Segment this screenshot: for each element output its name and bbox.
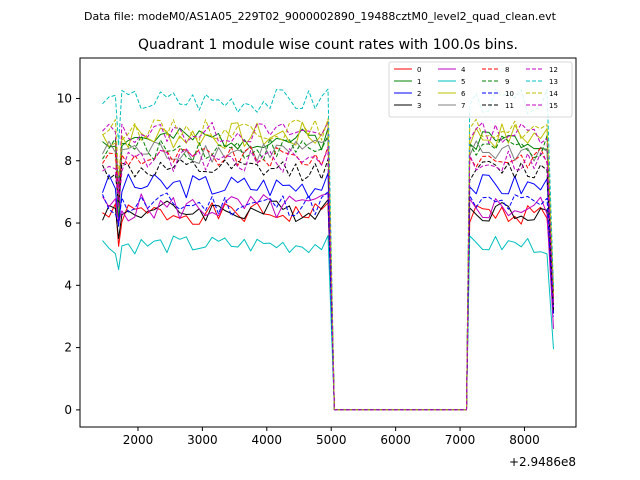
x-tick-label: 6000 [380,433,411,447]
chart-title: Quadrant 1 module wise count rates with … [138,37,518,53]
legend-label-10: 10 [505,90,514,98]
legend-label-7: 7 [461,102,465,110]
y-tick-label: 2 [64,341,72,355]
ticks-layer: 2000 3000 4000 5000 6000 7000 8000 0 2 4 6 8 10 [57,91,540,447]
y-tick-label: 6 [64,216,72,230]
x-offset-label: +2.9486e8 [509,455,576,469]
y-tick-label: 10 [57,91,72,105]
series-line-8 [102,146,554,411]
x-tick-label: 3000 [187,433,218,447]
series-layer [102,88,554,411]
legend-label-1: 1 [417,78,421,86]
series-line-5 [102,235,554,411]
series-line-15 [102,147,554,411]
data-file-header: Data file: modeM0/AS1A05_229T02_90000028… [84,10,557,23]
legend-label-0: 0 [417,66,421,74]
legend-label-15: 15 [549,102,558,110]
legend-label-4: 4 [461,66,466,74]
series-line-4 [102,193,554,411]
legend-label-8: 8 [505,66,509,74]
y-tick-label: 4 [64,278,72,292]
series-line-3 [102,199,554,411]
legend-label-12: 12 [549,66,558,74]
legend-label-14: 14 [549,90,558,98]
series-line-9 [102,135,554,411]
legend-box [388,61,573,118]
legend-label-11: 11 [505,102,514,110]
legend-label-3: 3 [417,102,421,110]
x-tick-label: 8000 [509,433,540,447]
legend-label-2: 2 [417,90,421,98]
series-line-6 [102,121,554,411]
y-tick-label: 8 [64,154,72,168]
y-tick-label: 0 [64,403,72,417]
series-line-10 [102,191,554,411]
legend-label-13: 13 [549,78,558,86]
x-tick-label: 4000 [252,433,283,447]
x-tick-label: 5000 [316,433,347,447]
legend-label-9: 9 [505,78,509,86]
x-tick-label: 7000 [445,433,476,447]
series-line-0 [102,202,554,411]
legend-label-6: 6 [461,90,466,98]
legend-label-5: 5 [461,78,465,86]
x-tick-label: 2000 [123,433,154,447]
series-line-12 [102,121,554,411]
series-line-14 [102,118,554,411]
series-line-7 [102,138,554,411]
series-line-11 [102,158,554,411]
plot-frame [79,57,577,428]
